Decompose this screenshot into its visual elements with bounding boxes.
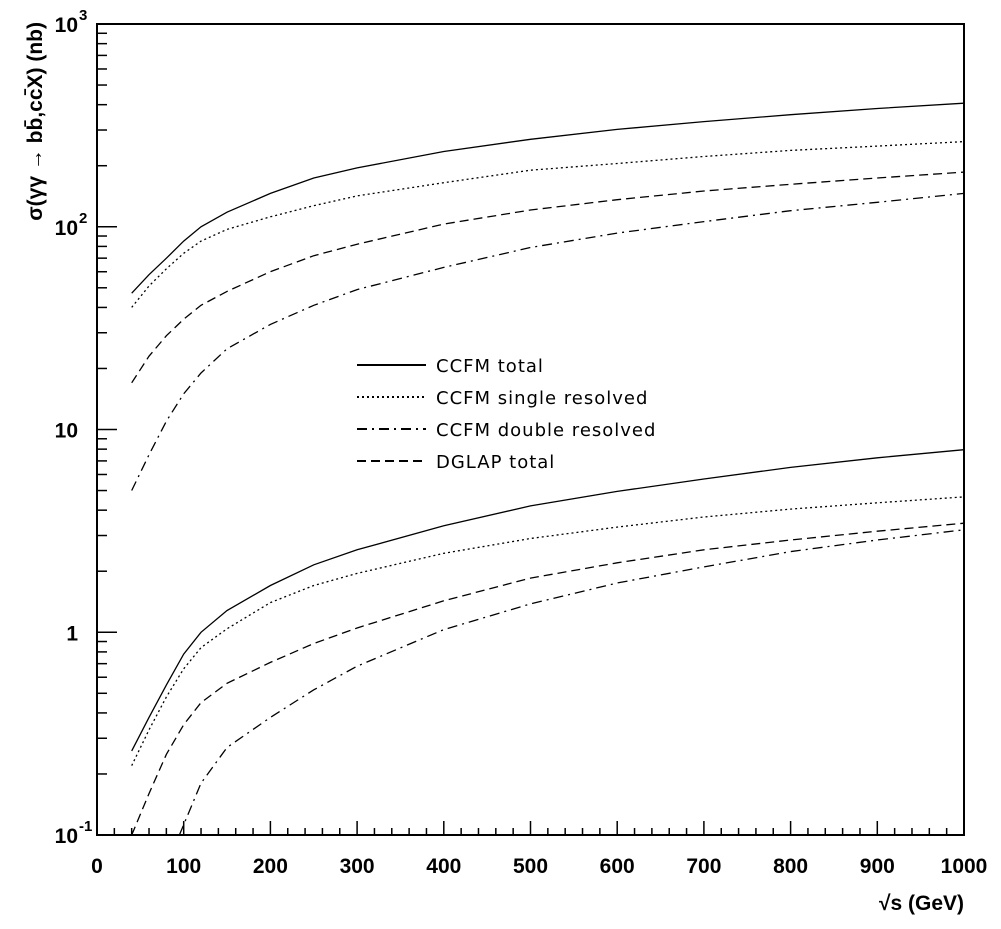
x-tick-label: 300 [340, 855, 375, 878]
series-dglap-total-upper [131, 171, 965, 384]
x-tick-label: 200 [253, 855, 288, 878]
series-ccfm-single-resolved-upper [131, 140, 965, 308]
y-tick-exponent: -1 [79, 818, 92, 835]
legend-label: CCFM single resolved [436, 388, 648, 409]
x-tick-label: 700 [686, 855, 721, 878]
x-tick-label: 0 [91, 855, 103, 878]
y-tick-exponent: 3 [79, 7, 87, 24]
legend-label: CCFM double resolved [436, 420, 656, 441]
y-axis-label: σ(γγ → bb̄,cc̄X) (nb) [24, 22, 47, 221]
series-ccfm-single-resolved-lower [131, 496, 965, 766]
x-tick-label: 100 [166, 855, 201, 878]
y-tick-exponent: 2 [79, 210, 87, 227]
legend-label: CCFM total [436, 356, 544, 377]
legend-label: DGLAP total [436, 452, 555, 473]
x-axis-label: √s (GeV) [879, 892, 964, 915]
x-tick-label: 800 [773, 855, 808, 878]
x-tick-label: 900 [860, 855, 895, 878]
series-ccfm-double-resolved-upper [131, 192, 965, 491]
y-tick-label: 10 [55, 420, 78, 443]
x-axis: 0 100 200 300 400 500 600 700 800 900 1000 [91, 821, 987, 878]
legend: CCFM total CCFM single resolved CCFM doubl… [357, 356, 656, 473]
y-tick-label: 10 [55, 217, 78, 240]
plot-area [131, 102, 965, 836]
y-tick-label: 10 [55, 825, 78, 848]
x-tick-label: 500 [513, 855, 548, 878]
x-tick-label: 600 [600, 855, 635, 878]
series-dglap-total-lower [131, 522, 965, 836]
y-tick-label: 10 [55, 14, 78, 37]
x-tick-label: 1000 [941, 855, 988, 878]
x-tick-label: 400 [426, 855, 461, 878]
y-tick-label: 1 [66, 622, 78, 645]
series-ccfm-total-lower [131, 449, 965, 752]
series-ccfm-double-resolved-lower [178, 529, 965, 836]
series-ccfm-total-upper [131, 102, 965, 294]
